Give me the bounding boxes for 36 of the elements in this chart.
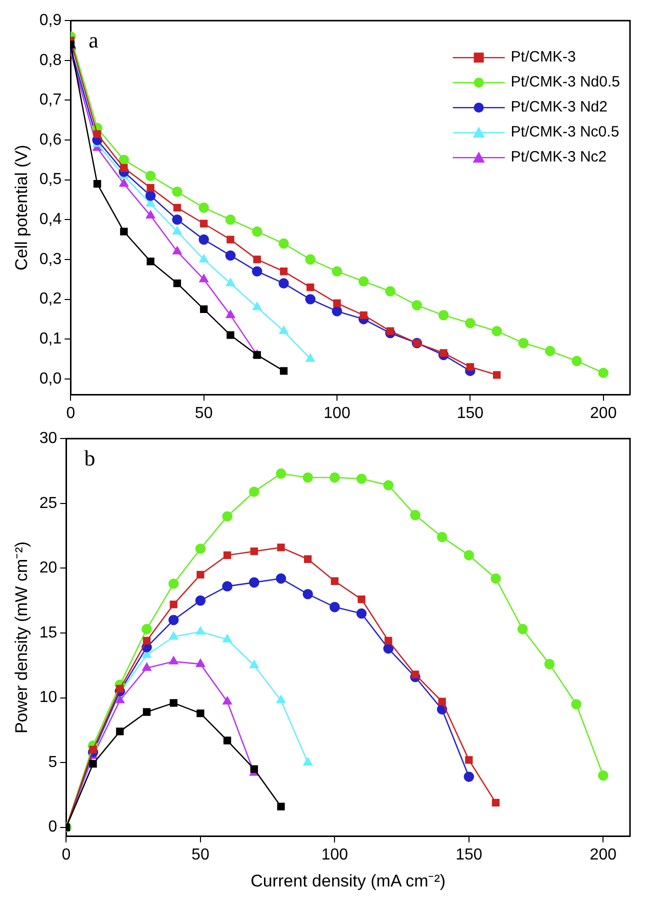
y-tick-label: 0,8	[39, 52, 62, 69]
x-tick-label: 50	[194, 404, 213, 422]
y-tick-label: 0,9	[39, 12, 62, 30]
y-tick-label: 0,0	[39, 370, 62, 388]
y-tick-label: 0,6	[39, 131, 62, 148]
y-tick-label: 30	[39, 430, 58, 448]
y-tick-label: 5	[48, 754, 58, 771]
y-axis-title: Cell potential (V)	[12, 144, 31, 271]
x-tick-label: 100	[324, 404, 350, 422]
x-tick-label: 150	[456, 846, 482, 864]
y-tick-label: 0,4	[39, 211, 62, 228]
x-tick-label: 200	[590, 846, 617, 864]
y-tick-label: 0,7	[39, 92, 62, 109]
x-tick-label: 200	[590, 404, 617, 422]
y-tick-label: 15	[39, 624, 58, 642]
annotation: b	[84, 445, 96, 470]
y-tick-label: 0	[48, 818, 58, 836]
x-axis-title: Current density (mA cm⁻²)	[250, 871, 446, 890]
y-tick-label: 20	[39, 560, 58, 577]
legend-label: Pt/CMK-3	[510, 48, 576, 66]
y-tick-label: 25	[39, 494, 58, 512]
y-tick-label: 10	[39, 689, 58, 706]
y-tick-label: 0,5	[39, 171, 62, 188]
legend-label: Pt/CMK-3 Nd0.5	[510, 74, 620, 91]
x-tick-label: 150	[456, 404, 484, 422]
x-tick-label: 50	[192, 846, 210, 864]
y-tick-label: 0,2	[39, 290, 62, 308]
y-axis-title: Power density (mW cm⁻²)	[12, 541, 31, 734]
annotation: a	[88, 27, 99, 52]
legend-label: Pt/CMK-3 Nc2	[510, 148, 607, 166]
legend-label: Pt/CMK-3 Nd2	[510, 98, 608, 116]
y-tick-label: 0,3	[39, 250, 62, 268]
legend-label: Pt/CMK-3 Nc0.5	[510, 124, 620, 141]
x-tick-label: 100	[321, 846, 348, 864]
x-tick-label: 0	[66, 404, 76, 422]
y-tick-label: 0,1	[39, 330, 62, 348]
